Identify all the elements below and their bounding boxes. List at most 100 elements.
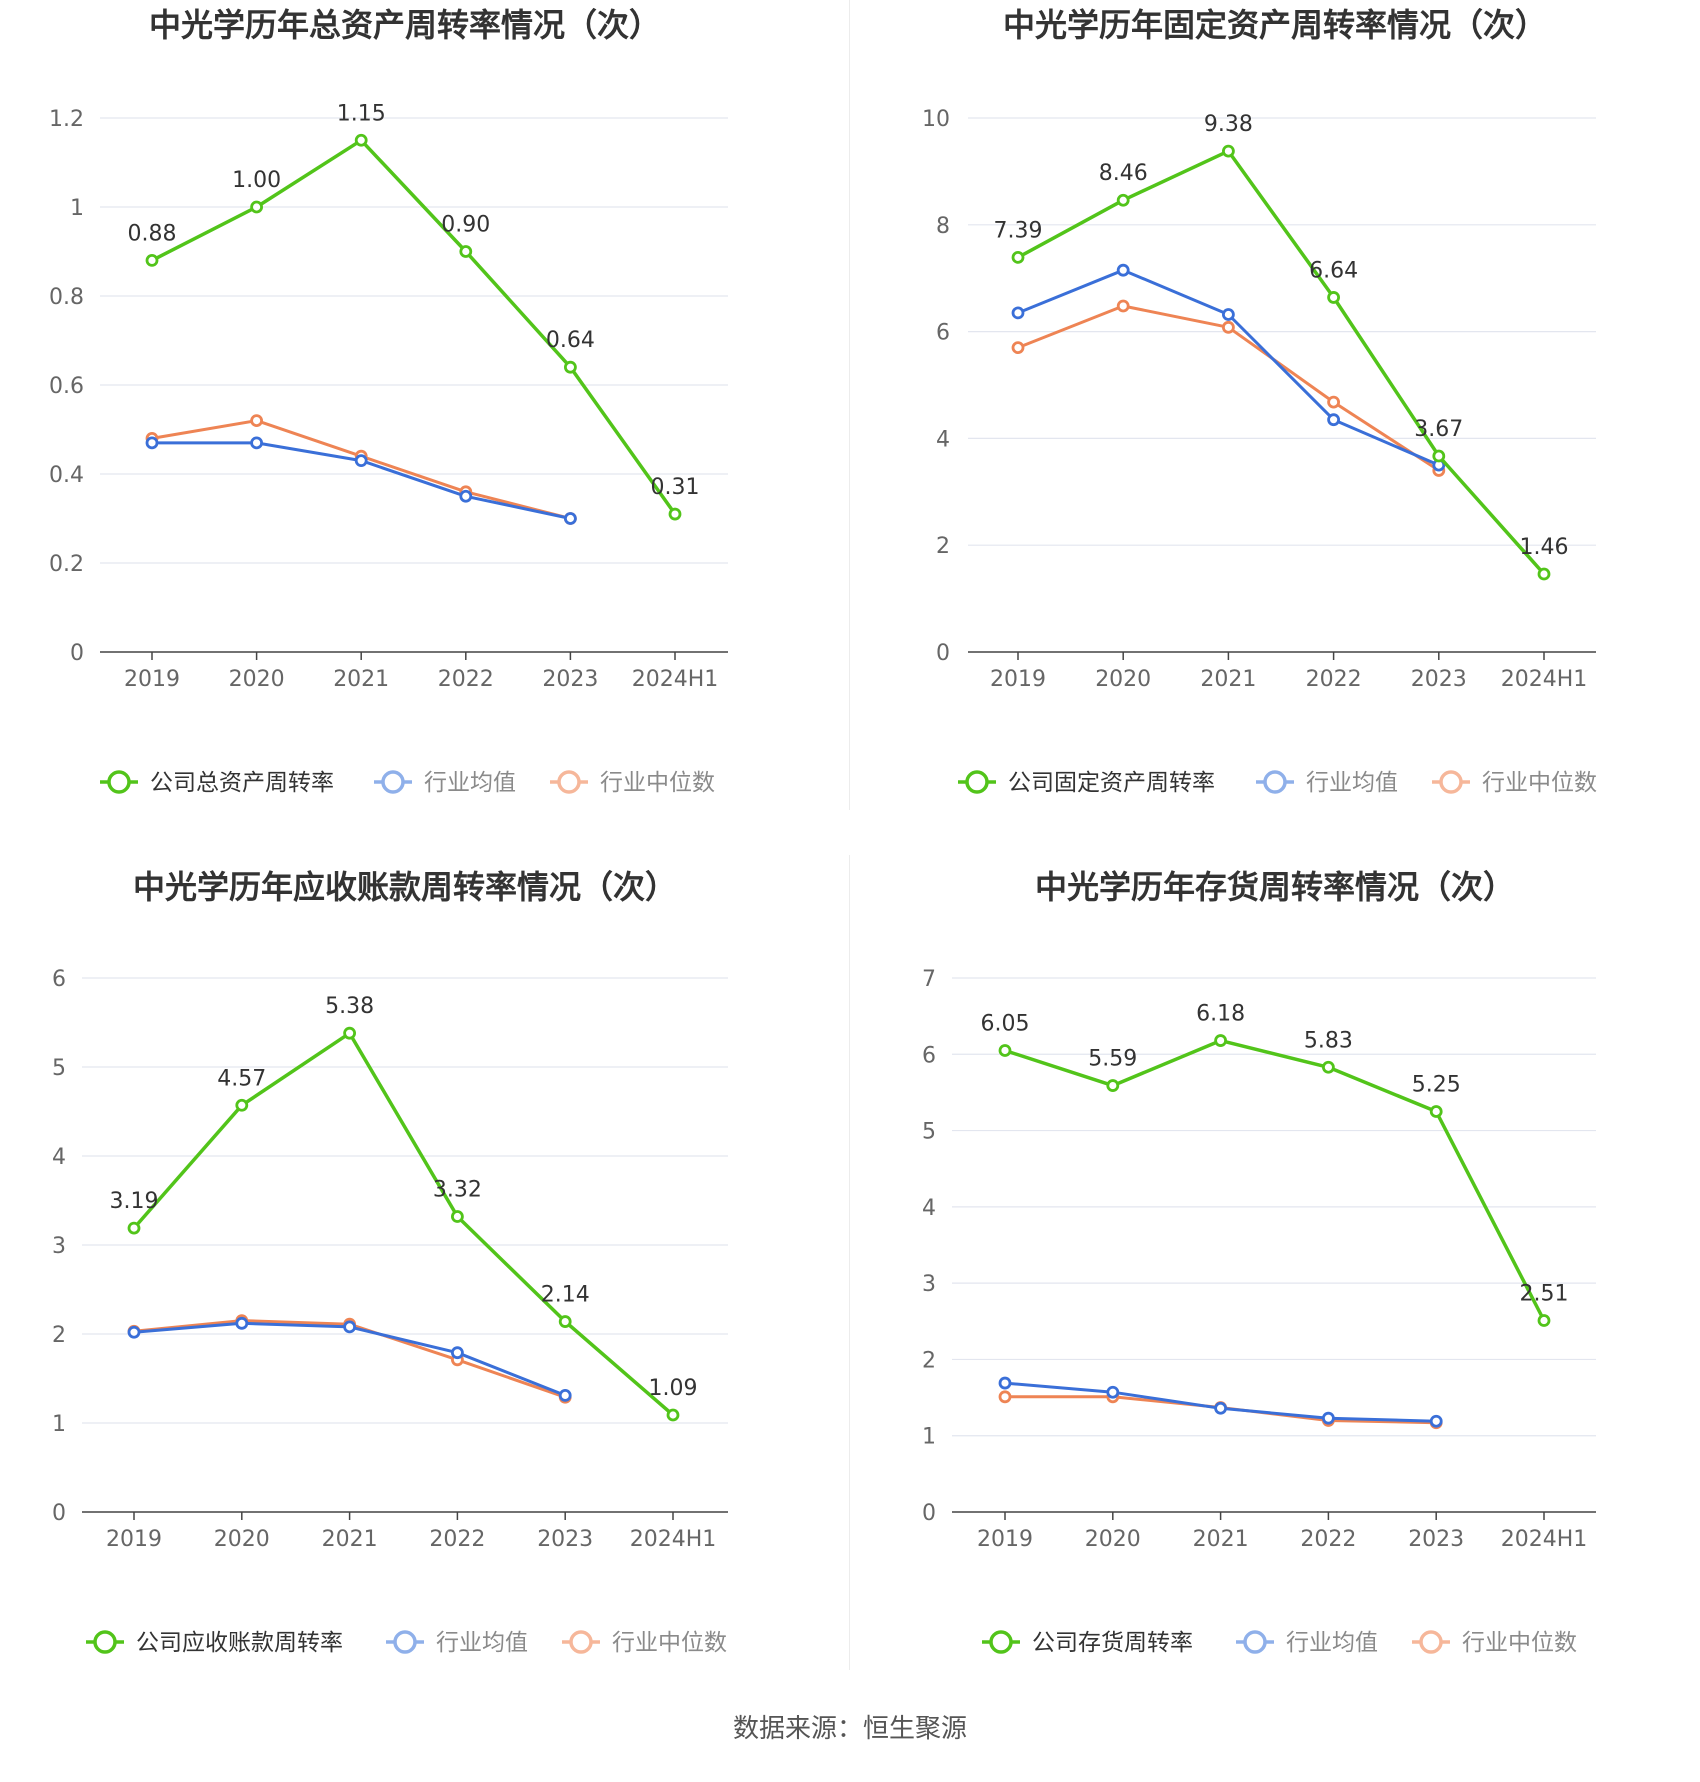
- data-point: [127, 1325, 141, 1339]
- data-label: 3.67: [1414, 417, 1463, 442]
- data-point: [343, 1026, 357, 1040]
- data-point: [1221, 320, 1235, 334]
- data-point: [998, 1390, 1012, 1404]
- data-point: [1106, 1079, 1120, 1092]
- y-tick-label: 3: [52, 1234, 66, 1259]
- data-point: [1429, 1105, 1443, 1118]
- legend-label: 行业中位数: [600, 770, 715, 796]
- data-label: 3.32: [433, 1178, 482, 1203]
- x-tick-label: 2022: [438, 667, 494, 692]
- x-tick-label: 2020: [1085, 1527, 1141, 1552]
- data-point: [1327, 291, 1341, 304]
- x-tick-label: 2023: [542, 667, 598, 692]
- data-source-note: 数据来源：恒生聚源: [732, 1714, 967, 1744]
- chart-total-asset-turnover: 中光学历年总资产周转率情况（次） 0 0.2 0.4 0.6 0.8 1 1.2 2019 202…: [0, 0, 850, 860]
- y-tick-label: 6: [922, 1043, 936, 1068]
- data-point: [1214, 1034, 1228, 1047]
- y-tick-label: 1: [922, 1425, 936, 1450]
- vertical-divider-top: [849, 0, 850, 810]
- legend-marker-icon: [989, 1630, 1013, 1654]
- series-line: [1004, 1038, 1546, 1322]
- data-point: [998, 1044, 1012, 1057]
- y-tick-label: 8: [936, 214, 950, 239]
- legend-label: 公司总资产周转率: [150, 770, 334, 796]
- y-tick-label: 2: [52, 1323, 66, 1348]
- chart-svg: 中光学历年应收账款周转率情况（次） 0 1 2 3 4 5 6 2019 2020 2021 2022…: [52, 868, 728, 1656]
- data-point: [564, 360, 577, 374]
- data-label: 4.57: [217, 1066, 266, 1091]
- data-point: [998, 1376, 1012, 1390]
- data-point: [1327, 413, 1341, 427]
- chart-svg: 中光学历年存货周转率情况（次） 0 1 2 3 4 5 6 7 2019 2020 2021 2022 2…: [922, 868, 1596, 1656]
- x-tick-label: 2023: [1408, 1527, 1464, 1552]
- vertical-divider-bottom: [849, 855, 850, 1670]
- data-label: 0.31: [651, 475, 700, 500]
- chart-svg: 中光学历年固定资产周转率情况（次） 0 2 4 6 8 10 2019 2020 2021 2022…: [922, 6, 1597, 796]
- y-tick-label: 0: [936, 641, 950, 666]
- y-tick-label: 4: [922, 1196, 936, 1221]
- data-label: 5.83: [1304, 1028, 1353, 1053]
- data-point: [250, 414, 264, 428]
- y-tick-label: 2: [922, 1348, 936, 1373]
- legend-label: 行业均值: [436, 1630, 528, 1656]
- y-tick-label: 0.6: [49, 374, 84, 399]
- data-point: [450, 1210, 464, 1223]
- legend-marker-icon: [1243, 1630, 1267, 1654]
- y-tick-label: 6: [52, 967, 66, 992]
- y-tick-label: 1: [52, 1412, 66, 1437]
- chart-inventory-turnover: 中光学历年存货周转率情况（次） 0 1 2 3 4 5 6 7 2019 2020 2021 2022 2…: [850, 860, 1700, 1720]
- chart-title: 中光学历年存货周转率情况（次）: [1035, 868, 1515, 906]
- data-point: [235, 1316, 249, 1330]
- data-label: 7.39: [994, 218, 1043, 243]
- series-line: [151, 138, 677, 516]
- data-point: [558, 1315, 572, 1328]
- y-tick-label: 10: [922, 107, 950, 132]
- y-tick-label: 4: [52, 1145, 66, 1170]
- x-tick-label: 2024H1: [1501, 1527, 1588, 1552]
- x-tick-label: 2024H1: [630, 1527, 717, 1552]
- data-point: [250, 200, 264, 214]
- series-line: [1017, 268, 1440, 467]
- data-point: [127, 1221, 141, 1235]
- data-point: [1116, 299, 1130, 313]
- data-label: 5.25: [1412, 1073, 1461, 1098]
- x-tick-label: 2019: [124, 667, 180, 692]
- legend-label: 行业中位数: [1482, 770, 1597, 796]
- chart-fixed-asset-turnover: 中光学历年固定资产周转率情况（次） 0 2 4 6 8 10 2019 2020 2021 2022…: [850, 0, 1700, 860]
- data-label: 2.51: [1520, 1282, 1569, 1307]
- legend-marker-icon: [107, 770, 131, 794]
- data-point: [1221, 144, 1235, 158]
- x-tick-label: 2022: [429, 1527, 485, 1552]
- y-tick-label: 0: [70, 641, 84, 666]
- data-label: 0.88: [128, 221, 177, 246]
- data-point: [459, 489, 473, 503]
- data-point: [343, 1320, 357, 1334]
- legend-marker-icon: [965, 770, 989, 794]
- data-label: 1.15: [337, 101, 386, 126]
- data-point: [459, 245, 473, 258]
- data-label: 6.05: [981, 1011, 1030, 1036]
- data-point: [1106, 1385, 1120, 1399]
- chart-receivables-turnover: 中光学历年应收账款周转率情况（次） 0 1 2 3 4 5 6 2019 2020 2021 2022…: [0, 860, 850, 1720]
- chart-title: 中光学历年应收账款周转率情况（次）: [133, 868, 677, 906]
- y-tick-label: 7: [922, 967, 936, 992]
- legend-marker-icon: [1419, 1630, 1443, 1654]
- data-point: [558, 1389, 572, 1402]
- data-label: 6.64: [1309, 258, 1358, 283]
- x-tick-label: 2024H1: [1501, 667, 1588, 692]
- x-tick-label: 2022: [1306, 667, 1362, 692]
- series-line: [1017, 149, 1546, 576]
- legend-label: 行业均值: [1306, 770, 1398, 796]
- x-tick-label: 2023: [537, 1527, 593, 1552]
- data-label: 8.46: [1099, 161, 1148, 186]
- x-tick-label: 2019: [977, 1527, 1033, 1552]
- series-line: [132, 1031, 675, 1417]
- legend-label: 公司存货周转率: [1032, 1630, 1193, 1656]
- x-tick-label: 2024H1: [632, 667, 719, 692]
- data-label: 5.59: [1088, 1047, 1137, 1072]
- legend-marker-icon: [1263, 770, 1287, 794]
- y-tick-label: 4: [936, 427, 950, 452]
- y-tick-label: 0.2: [49, 552, 84, 577]
- data-label: 2.14: [541, 1283, 590, 1308]
- x-tick-label: 2021: [322, 1527, 378, 1552]
